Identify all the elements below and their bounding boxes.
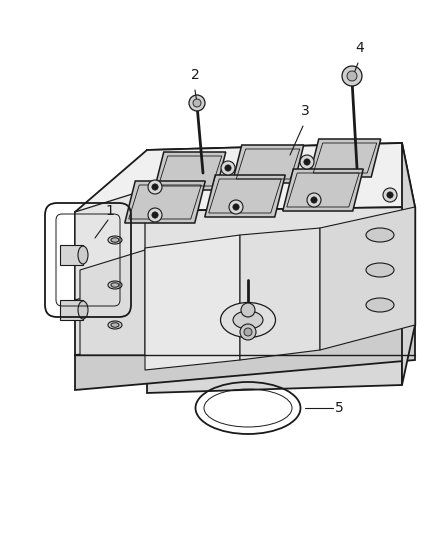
Ellipse shape: [366, 263, 394, 277]
Ellipse shape: [233, 311, 263, 329]
Circle shape: [189, 95, 205, 111]
Circle shape: [347, 71, 357, 81]
Ellipse shape: [111, 282, 119, 287]
Polygon shape: [60, 300, 83, 320]
Circle shape: [387, 192, 393, 198]
Circle shape: [244, 328, 252, 336]
Polygon shape: [80, 250, 145, 355]
Polygon shape: [75, 143, 415, 212]
Circle shape: [229, 200, 243, 214]
Polygon shape: [60, 245, 83, 265]
Polygon shape: [75, 207, 415, 355]
Circle shape: [307, 193, 321, 207]
Polygon shape: [309, 139, 381, 177]
Ellipse shape: [78, 246, 88, 264]
Polygon shape: [75, 325, 415, 390]
Circle shape: [148, 180, 162, 194]
Circle shape: [304, 159, 310, 165]
Polygon shape: [145, 235, 240, 370]
Circle shape: [241, 303, 255, 317]
Polygon shape: [205, 175, 285, 217]
Polygon shape: [75, 190, 145, 300]
Ellipse shape: [78, 301, 88, 319]
Polygon shape: [154, 152, 226, 190]
Polygon shape: [320, 207, 415, 350]
Circle shape: [152, 184, 158, 190]
Ellipse shape: [111, 238, 119, 243]
Circle shape: [240, 324, 256, 340]
Ellipse shape: [220, 303, 276, 337]
Ellipse shape: [111, 323, 119, 327]
Circle shape: [221, 161, 235, 175]
Polygon shape: [147, 143, 402, 393]
Text: 4: 4: [356, 41, 364, 55]
Circle shape: [193, 99, 201, 107]
Text: 1: 1: [106, 204, 114, 218]
Ellipse shape: [108, 281, 122, 289]
Polygon shape: [125, 181, 205, 223]
Polygon shape: [240, 228, 320, 360]
Circle shape: [233, 204, 239, 210]
Circle shape: [148, 208, 162, 222]
Circle shape: [342, 66, 362, 86]
Ellipse shape: [366, 298, 394, 312]
Text: 3: 3: [300, 104, 309, 118]
Circle shape: [383, 188, 397, 202]
Polygon shape: [283, 169, 363, 211]
Ellipse shape: [108, 236, 122, 244]
Polygon shape: [232, 145, 304, 183]
Text: 2: 2: [191, 68, 199, 82]
Text: 5: 5: [335, 401, 344, 415]
Circle shape: [311, 197, 317, 203]
Ellipse shape: [108, 321, 122, 329]
Circle shape: [152, 212, 158, 218]
Ellipse shape: [366, 228, 394, 242]
Circle shape: [225, 165, 231, 171]
Circle shape: [300, 155, 314, 169]
Polygon shape: [402, 143, 415, 385]
